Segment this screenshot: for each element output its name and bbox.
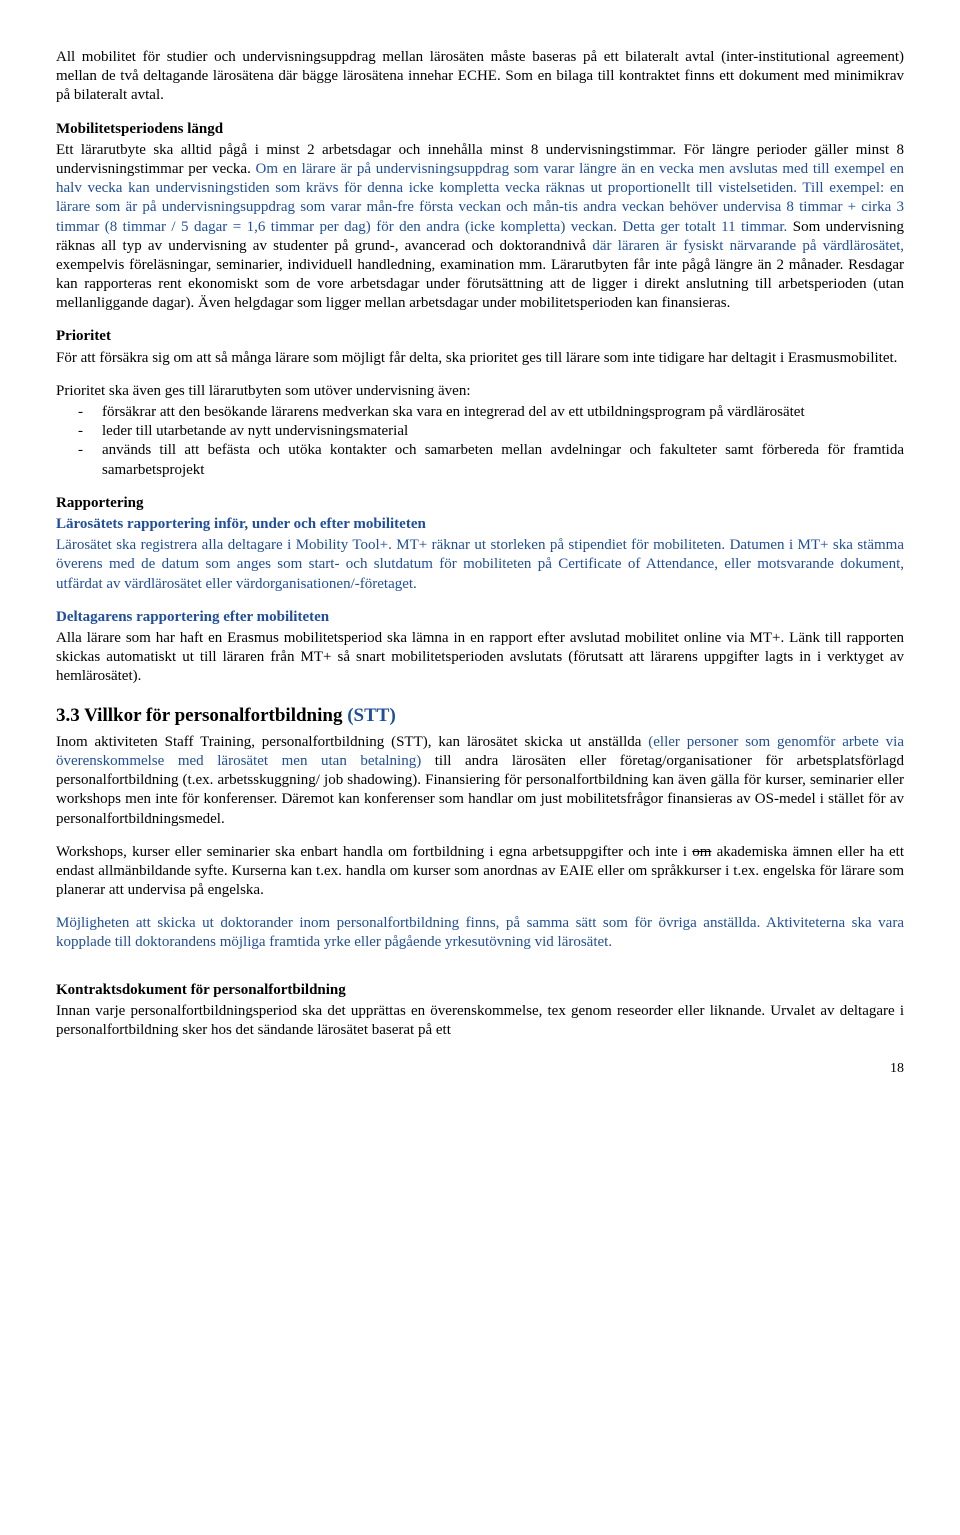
stt-p2-strike: om xyxy=(692,844,711,860)
prioritet-p1: För att försäkra sig om att så många lär… xyxy=(56,349,904,368)
spacer xyxy=(56,967,904,981)
stt-p1-a: Inom aktiviteten Staff Training, persona… xyxy=(56,734,648,750)
mp-text-2b: exempelvis föreläsningar, seminarier, in… xyxy=(56,257,904,311)
mobilitetsperiod-section: Mobilitetsperiodens längd Ett lärarutbyt… xyxy=(56,120,904,314)
list-item: leder till utarbetande av nytt undervisn… xyxy=(102,422,904,441)
stt-p2: Workshops, kurser eller seminarier ska e… xyxy=(56,843,904,901)
kontrakt-heading: Kontraktsdokument för personalfortbildni… xyxy=(56,981,904,1000)
rapportering-heading: Rapportering xyxy=(56,494,904,513)
h3-black: 3.3 Villkor för personalfortbildning xyxy=(56,705,347,726)
stt-p4: Innan varje personalfortbildningsperiod … xyxy=(56,1002,904,1040)
intro-paragraph: All mobilitet för studier och undervisni… xyxy=(56,48,904,106)
rapportering-p1: Lärosätet ska registrera alla deltagare … xyxy=(56,536,904,594)
prioritet-list: försäkrar att den besökande lärarens med… xyxy=(56,403,904,480)
rapportering-section: Rapportering Lärosätets rapportering inf… xyxy=(56,494,904,687)
stt-p1: Inom aktiviteten Staff Training, persona… xyxy=(56,733,904,829)
page-number: 18 xyxy=(56,1060,904,1078)
document-page: All mobilitet för studier och undervisni… xyxy=(0,0,960,1118)
list-item: används till att befästa och utöka konta… xyxy=(102,441,904,479)
rapportering-sub2: Deltagarens rapportering efter mobilitet… xyxy=(56,608,904,627)
stt-p2-a: Workshops, kurser eller seminarier ska e… xyxy=(56,844,692,860)
h3-blue: (STT) xyxy=(347,705,396,726)
rapportering-p2: Alla lärare som har haft en Erasmus mobi… xyxy=(56,629,904,687)
rapportering-sub1: Lärosätets rapportering inför, under och… xyxy=(56,515,904,534)
section-3-3-heading: 3.3 Villkor för personalfortbildning (ST… xyxy=(56,704,904,728)
mobilitetsperiod-heading: Mobilitetsperiodens längd xyxy=(56,120,904,139)
list-item: försäkrar att den besökande lärarens med… xyxy=(102,403,904,422)
stt-p3: Möjligheten att skicka ut doktorander in… xyxy=(56,914,904,952)
mobilitetsperiod-body: Ett lärarutbyte ska alltid pågå i minst … xyxy=(56,141,904,314)
prioritet-heading: Prioritet xyxy=(56,327,904,346)
mp-text-blue-2: där läraren är fysiskt närvarande på vär… xyxy=(592,238,904,254)
prioritet-section: Prioritet För att försäkra sig om att så… xyxy=(56,327,904,479)
prioritet-p2: Prioritet ska även ges till lärarutbyten… xyxy=(56,382,904,401)
